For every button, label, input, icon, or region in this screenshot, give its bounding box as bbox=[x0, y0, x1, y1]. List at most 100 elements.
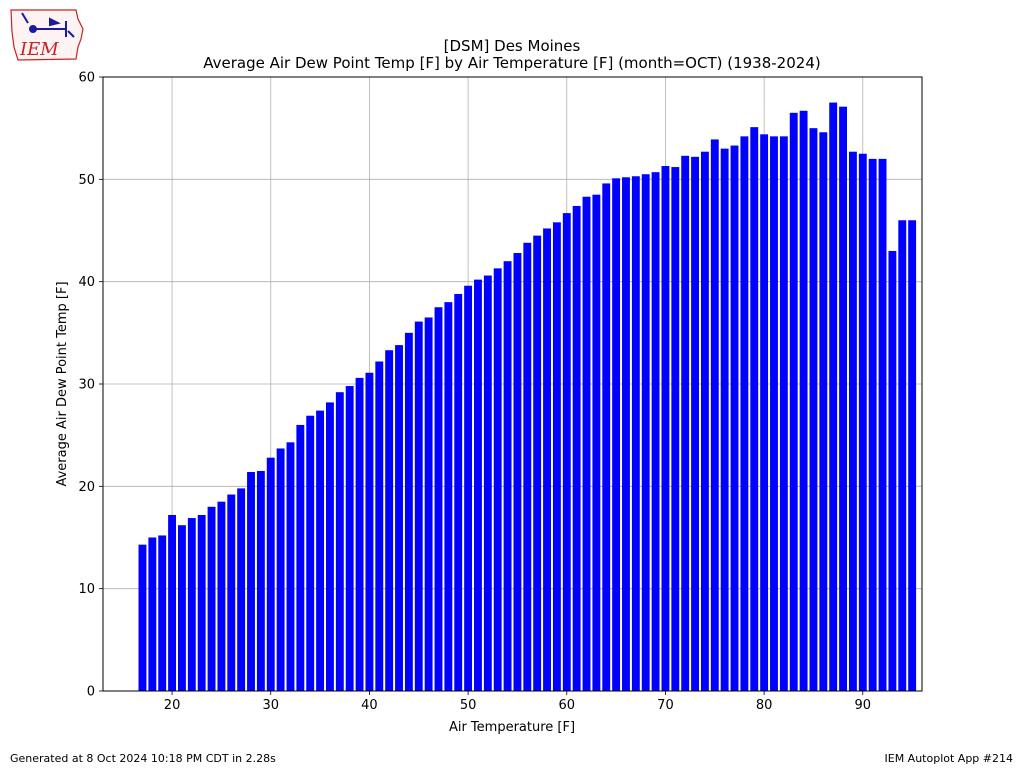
x-tick-label: 20 bbox=[164, 698, 181, 713]
bar bbox=[513, 253, 522, 691]
bar bbox=[217, 501, 226, 691]
bar bbox=[177, 525, 186, 691]
bar bbox=[345, 386, 354, 691]
bar bbox=[700, 151, 709, 691]
bar bbox=[395, 345, 403, 691]
grid-lines bbox=[103, 76, 922, 692]
bar bbox=[247, 472, 255, 691]
bar bbox=[158, 535, 167, 691]
x-tick-label: 70 bbox=[657, 698, 674, 713]
bar bbox=[355, 377, 364, 691]
bar bbox=[444, 302, 453, 691]
bar bbox=[848, 151, 857, 691]
bar bbox=[296, 424, 305, 691]
bar bbox=[552, 222, 561, 691]
x-tick-label: 50 bbox=[460, 698, 477, 713]
bar bbox=[789, 112, 798, 692]
chart-title-station: [DSM] Des Moines bbox=[443, 37, 581, 55]
bar bbox=[720, 148, 729, 692]
bar bbox=[306, 415, 315, 691]
bar bbox=[691, 156, 699, 691]
bar bbox=[572, 205, 581, 691]
bar bbox=[908, 220, 917, 691]
bar bbox=[493, 268, 502, 691]
bar bbox=[474, 279, 482, 691]
bar bbox=[710, 139, 719, 691]
bar bbox=[454, 293, 463, 691]
bar bbox=[148, 537, 157, 691]
bar bbox=[483, 275, 492, 691]
bar bbox=[750, 127, 759, 692]
app-id-label: IEM Autoplot App #214 bbox=[884, 752, 1014, 765]
x-axis-label: Air Temperature [F] bbox=[449, 720, 575, 735]
bar bbox=[612, 178, 621, 691]
bar bbox=[878, 158, 887, 691]
bar bbox=[809, 128, 818, 691]
bar bbox=[503, 261, 512, 691]
bar bbox=[868, 158, 877, 691]
bar bbox=[760, 134, 769, 692]
bar bbox=[197, 514, 206, 691]
bar bbox=[227, 494, 236, 691]
bar bbox=[730, 145, 739, 691]
bar bbox=[168, 514, 177, 691]
bar bbox=[829, 102, 838, 692]
bar bbox=[138, 544, 147, 691]
bar bbox=[523, 242, 532, 691]
y-tick-label: 30 bbox=[78, 378, 95, 393]
weather-station-icon bbox=[21, 12, 75, 38]
bar bbox=[888, 250, 897, 691]
y-tick-label: 0 bbox=[87, 685, 95, 700]
bar bbox=[404, 332, 413, 691]
bar bbox=[562, 213, 571, 691]
x-tick-label: 40 bbox=[361, 698, 378, 713]
x-tick-label: 80 bbox=[756, 698, 773, 713]
bar bbox=[661, 166, 670, 691]
bar bbox=[799, 110, 808, 691]
bar bbox=[286, 442, 295, 691]
bar bbox=[464, 285, 473, 691]
bar bbox=[898, 220, 907, 691]
bar bbox=[256, 470, 265, 691]
bar bbox=[414, 321, 423, 691]
y-axis-ticks: 0 10 20 30 40 50 60 bbox=[78, 71, 103, 700]
bar bbox=[237, 488, 246, 691]
y-tick-label: 40 bbox=[78, 275, 95, 290]
bar bbox=[533, 235, 542, 691]
generated-timestamp: Generated at 8 Oct 2024 10:18 PM CDT in … bbox=[10, 752, 276, 765]
bar bbox=[424, 317, 433, 691]
bar bbox=[740, 136, 749, 691]
y-tick-label: 50 bbox=[78, 173, 95, 188]
y-tick-label: 10 bbox=[78, 582, 95, 597]
chart-title: Average Air Dew Point Temp [F] by Air Te… bbox=[203, 54, 821, 72]
bar bbox=[641, 174, 650, 691]
bar bbox=[365, 372, 374, 691]
bar bbox=[187, 518, 196, 691]
bar bbox=[592, 194, 601, 691]
bar bbox=[622, 177, 630, 691]
y-axis-label: Average Air Dew Point Temp [F] bbox=[55, 281, 70, 486]
bar bbox=[266, 457, 275, 691]
bars bbox=[138, 102, 917, 692]
x-tick-label: 30 bbox=[262, 698, 279, 713]
bar bbox=[770, 136, 778, 691]
iem-logo: IEM bbox=[10, 9, 84, 61]
bar bbox=[631, 176, 640, 692]
bar bbox=[434, 307, 443, 691]
bar bbox=[335, 392, 344, 691]
x-axis-ticks: 20 30 40 50 60 70 80 90 bbox=[164, 691, 871, 713]
logo-text: IEM bbox=[19, 39, 59, 60]
x-tick-label: 60 bbox=[558, 698, 575, 713]
bar bbox=[819, 132, 828, 691]
bar bbox=[543, 228, 551, 691]
bar bbox=[316, 410, 325, 691]
bar bbox=[681, 155, 690, 692]
bar bbox=[326, 402, 334, 691]
bar bbox=[207, 506, 216, 691]
bar bbox=[582, 196, 591, 692]
bar bbox=[779, 136, 788, 691]
bar bbox=[375, 361, 384, 691]
x-tick-label: 90 bbox=[855, 698, 872, 713]
bar bbox=[651, 172, 660, 692]
